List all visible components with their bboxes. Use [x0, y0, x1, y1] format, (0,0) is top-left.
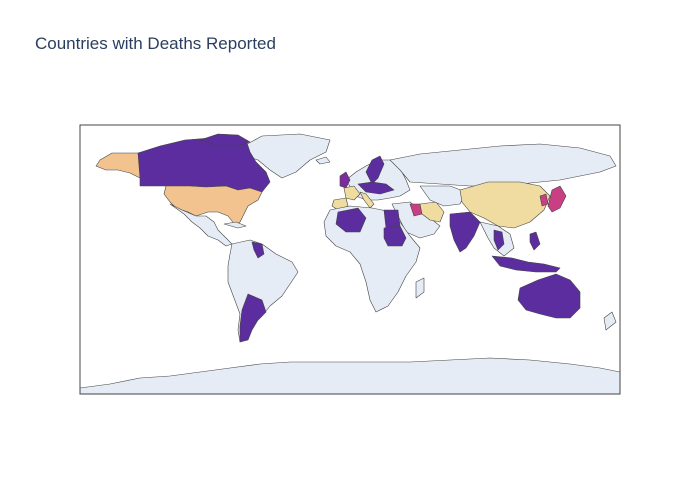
map-frame	[79, 124, 621, 395]
antarctica	[79, 357, 621, 395]
venezuela	[251, 241, 265, 259]
greenland	[239, 133, 331, 179]
canada-arctic-islands	[199, 133, 251, 147]
map-land-layer	[79, 133, 621, 395]
figure-title: Countries with Deaths Reported	[35, 34, 276, 53]
caribbean-islands	[223, 221, 247, 229]
united-kingdom	[339, 171, 351, 189]
philippines	[529, 231, 541, 251]
egypt	[383, 209, 401, 229]
argentina	[239, 293, 267, 343]
alaska	[95, 152, 141, 179]
australia	[517, 273, 581, 319]
algeria	[335, 207, 367, 233]
russia	[389, 143, 617, 187]
south-korea	[539, 193, 549, 207]
central-asia	[419, 185, 467, 207]
central-europe	[357, 181, 395, 195]
madagascar	[415, 277, 425, 299]
italy	[359, 191, 375, 209]
sudan	[383, 225, 407, 247]
japan	[547, 185, 567, 213]
new-zealand	[603, 311, 617, 331]
iceland	[315, 156, 331, 165]
france	[343, 185, 361, 201]
indonesia	[491, 255, 561, 273]
india	[449, 211, 481, 253]
thailand	[493, 229, 505, 251]
